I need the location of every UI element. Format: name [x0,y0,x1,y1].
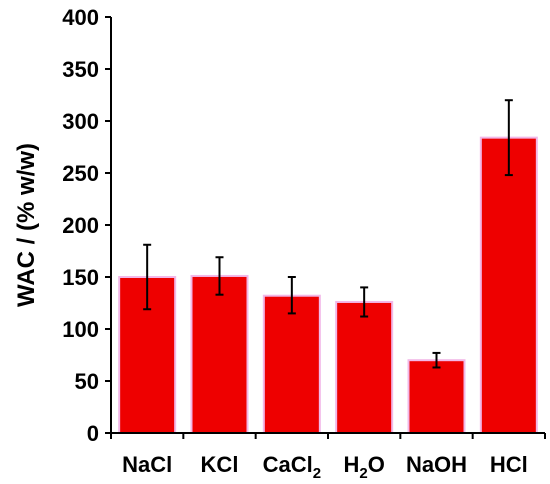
bar [407,359,466,435]
bar [262,294,321,434]
x-tick-label: NaOH [406,452,467,477]
y-axis-label: WAC / (% w/w) [13,143,40,307]
bar-series [118,136,538,435]
x-tick-label: H2O [343,452,384,482]
x-tick-label: HCl [490,452,528,477]
x-tick-label: KCl [201,452,239,477]
y-tick-label: 300 [62,109,99,134]
y-tick-label: 250 [62,161,99,186]
x-tick-label: NaCl [122,452,172,477]
error-bars [143,99,513,369]
bar [190,274,249,434]
y-tick-label: 200 [62,213,99,238]
bar [335,300,394,434]
y-tick-label: 0 [87,421,99,446]
bar [479,136,538,434]
y-axis-ticks: 0 50 100 150 200 250 300 350 400 [62,5,111,446]
y-tick-label: 100 [62,317,99,342]
x-axis-ticks: NaCl KCl CaCl2 H2O NaOH HCl [110,433,546,482]
x-tick-label: CaCl2 [263,452,321,482]
y-tick-label: 350 [62,57,99,82]
y-tick-label: 150 [62,265,99,290]
y-tick-label: 400 [62,5,99,30]
y-tick-label: 50 [75,369,99,394]
